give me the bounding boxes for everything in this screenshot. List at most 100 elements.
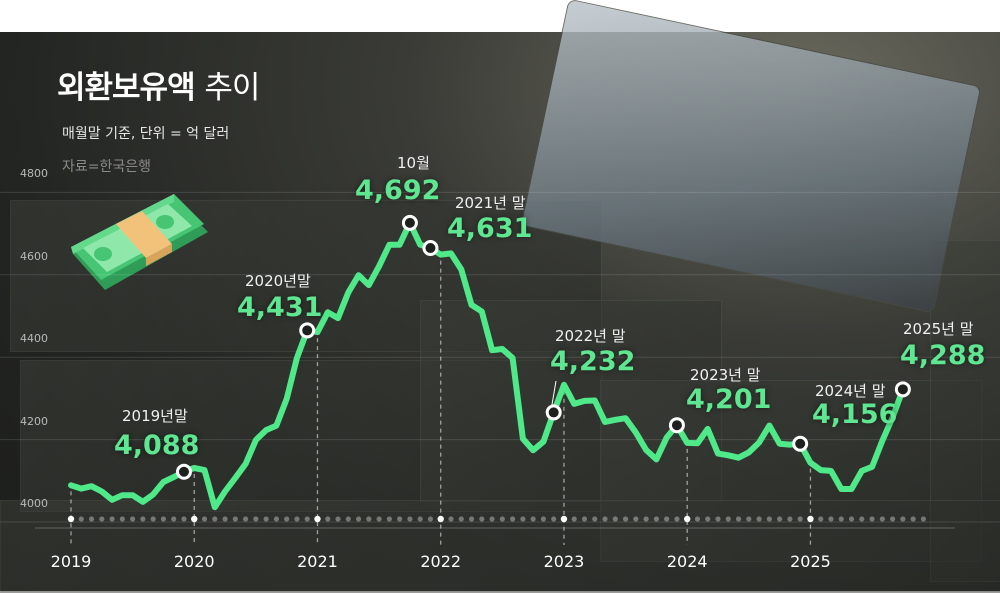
month-dot xyxy=(756,516,761,521)
month-dot xyxy=(181,516,186,521)
x-tick-label: 2021 xyxy=(297,552,338,571)
annotation-marker xyxy=(670,419,683,432)
y-tick-label: 4200 xyxy=(20,415,48,428)
month-dot xyxy=(828,516,833,521)
month-dot xyxy=(572,516,577,521)
month-dot xyxy=(325,516,330,521)
month-dot xyxy=(387,516,392,521)
month-dot xyxy=(479,516,484,521)
month-dot xyxy=(798,516,803,521)
month-dot xyxy=(510,516,515,521)
month-dot xyxy=(777,516,782,521)
month-dot xyxy=(520,516,525,521)
month-dot xyxy=(531,516,536,521)
month-dot xyxy=(79,516,84,521)
annotation-value: 4,431 xyxy=(237,292,322,323)
month-dot xyxy=(807,516,813,522)
month-dot xyxy=(356,516,361,521)
month-dot xyxy=(644,516,649,521)
annotation-value: 4,288 xyxy=(900,340,985,371)
month-dot xyxy=(151,516,156,521)
month-dot xyxy=(428,516,433,521)
month-dot xyxy=(664,516,669,521)
month-dot xyxy=(726,516,731,521)
month-dot xyxy=(161,516,166,521)
month-dot xyxy=(243,516,248,521)
month-dot xyxy=(459,516,464,521)
annotation-marker xyxy=(794,437,807,450)
month-dot xyxy=(109,516,114,521)
month-dot xyxy=(561,516,567,522)
annotation-label: 2023년 말 xyxy=(690,364,761,385)
month-dot xyxy=(859,516,864,521)
annotation-value: 4,232 xyxy=(550,346,635,377)
month-dot xyxy=(469,516,474,521)
month-dot xyxy=(818,516,823,521)
month-dot xyxy=(900,516,905,521)
month-dot xyxy=(921,516,926,521)
annotation-value: 4,088 xyxy=(114,430,199,461)
month-dot xyxy=(890,516,895,521)
month-dot xyxy=(140,516,145,521)
x-tick-label: 2025 xyxy=(790,552,831,571)
month-dot xyxy=(500,516,505,521)
month-dot xyxy=(684,516,690,522)
month-dot xyxy=(674,516,679,521)
series-line xyxy=(71,223,903,507)
annotation-label: 10월 xyxy=(397,152,430,173)
month-dot xyxy=(438,516,444,522)
month-dot xyxy=(746,516,751,521)
month-dot xyxy=(787,516,792,521)
month-dot xyxy=(89,516,94,521)
month-dot xyxy=(613,516,618,521)
month-dot xyxy=(623,516,628,521)
y-tick-label: 4000 xyxy=(20,497,48,510)
month-dot xyxy=(705,516,710,521)
x-tick-label: 2024 xyxy=(667,552,708,571)
month-dot xyxy=(551,516,556,521)
month-dot xyxy=(602,516,607,521)
annotation-value: 4,631 xyxy=(447,213,532,244)
month-dot xyxy=(839,516,844,521)
month-dot xyxy=(695,516,700,521)
month-dot xyxy=(715,516,720,521)
month-dot xyxy=(767,516,772,521)
month-dot xyxy=(294,516,299,521)
month-dot xyxy=(582,516,587,521)
annotation-value: 4,201 xyxy=(686,384,771,415)
month-dot xyxy=(592,516,597,521)
month-dot xyxy=(880,516,885,521)
month-dot xyxy=(377,516,382,521)
month-dot xyxy=(253,516,258,521)
x-tick-label: 2020 xyxy=(174,552,215,571)
month-dot xyxy=(233,516,238,521)
month-dot xyxy=(222,516,227,521)
annotation-marker xyxy=(896,383,909,396)
y-tick-label: 4400 xyxy=(20,332,48,345)
month-dot xyxy=(346,516,351,521)
annotation-marker xyxy=(547,406,560,419)
month-dot xyxy=(264,516,269,521)
month-dot xyxy=(314,516,320,522)
month-dot xyxy=(911,516,916,521)
month-dot xyxy=(633,516,638,521)
month-dot xyxy=(120,516,125,521)
annotation-label: 2025년 말 xyxy=(903,318,974,339)
month-dot xyxy=(407,516,412,521)
annotation-label: 2021년 말 xyxy=(455,192,526,213)
month-dot xyxy=(305,516,310,521)
x-tick-label: 2019 xyxy=(51,552,92,571)
annotation-marker xyxy=(301,324,314,337)
month-dot xyxy=(130,516,135,521)
month-dot xyxy=(736,516,741,521)
y-tick-label: 4600 xyxy=(20,250,48,263)
month-dot xyxy=(212,516,217,521)
month-dot xyxy=(418,516,423,521)
month-dot xyxy=(171,516,176,521)
month-dot xyxy=(397,516,402,521)
month-dot xyxy=(869,516,874,521)
y-tick-label: 4800 xyxy=(20,167,48,180)
annotation-marker xyxy=(424,242,437,255)
annotation-value: 4,156 xyxy=(812,399,897,430)
